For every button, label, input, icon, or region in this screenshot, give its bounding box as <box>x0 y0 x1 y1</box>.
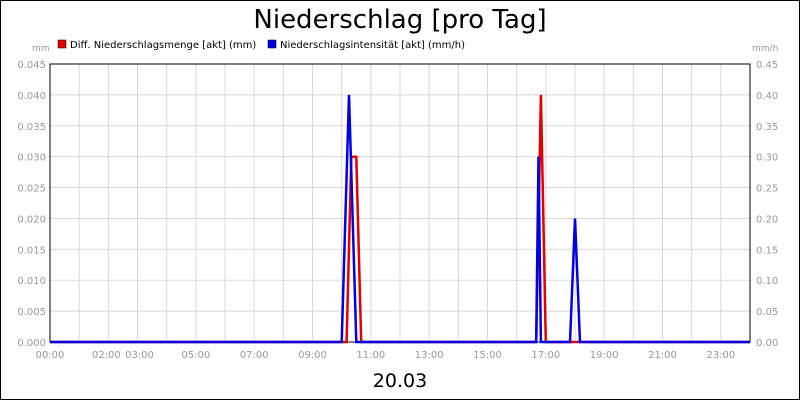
y-right-tick-label: 0.35 <box>756 122 778 133</box>
y-right-tick-label: 0.30 <box>756 153 778 164</box>
x-tick-label: 05:00 <box>181 350 210 361</box>
y-right-tick-label: 0.00 <box>756 338 778 349</box>
y-right-ticks: 0.00 0.05 0.10 0.15 0.20 0.25 0.30 0.35 0.40 0.45 <box>756 60 778 349</box>
x-tick-label: 00:00 <box>36 350 65 361</box>
y-right-tick-label: 0.05 <box>756 307 778 318</box>
x-tick-label: 02:00 <box>92 350 121 361</box>
y-right-tick-label: 0.25 <box>756 184 778 195</box>
y-right-tick-label: 0.20 <box>756 214 778 225</box>
x-tick-label: 15:00 <box>473 350 502 361</box>
y-right-tick-label: 0.45 <box>756 60 778 71</box>
y-left-tick-label: 0.005 <box>17 307 46 318</box>
legend-swatch-amount <box>57 39 67 49</box>
x-tick-label: 03:00 <box>125 350 154 361</box>
legend-label-amount: Diff. Niederschlagsmenge [akt] (mm) <box>70 40 256 51</box>
x-tick-label: 13:00 <box>415 350 444 361</box>
y-left-tick-label: 0.040 <box>17 91 46 102</box>
x-tick-label: 21:00 <box>648 350 677 361</box>
y-left-tick-label: 0.020 <box>17 214 46 225</box>
legend-label-intensity: Niederschlagsintensität [akt] (mm/h) <box>280 40 465 51</box>
y-right-tick-label: 0.15 <box>756 245 778 256</box>
y-left-tick-label: 0.030 <box>17 153 46 164</box>
legend-swatch-intensity <box>267 39 277 49</box>
y-right-tick-label: 0.10 <box>756 276 778 287</box>
y-right-tick-label: 0.40 <box>756 91 778 102</box>
y-left-tick-label: 0.015 <box>17 245 46 256</box>
series-layer <box>50 94 750 344</box>
y-left-ticks: 0.000 0.005 0.010 0.015 0.020 0.025 0.030 0.035… <box>17 60 46 349</box>
y-left-unit: mm <box>32 44 50 54</box>
y-left-tick-label: 0.010 <box>17 276 46 287</box>
y-left-tick-label: 0.035 <box>17 122 46 133</box>
y-left-tick-label: 0.000 <box>17 338 46 349</box>
y-right-unit: mm/h <box>752 44 778 54</box>
y-left-tick-label: 0.045 <box>17 60 46 71</box>
x-tick-label: 07:00 <box>240 350 269 361</box>
chart-title: Niederschlag [pro Tag] <box>253 5 546 35</box>
x-tick-label: 09:00 <box>298 350 327 361</box>
x-tick-label: 19:00 <box>590 350 619 361</box>
x-tick-label: 23:00 <box>706 350 735 361</box>
y-left-tick-label: 0.025 <box>17 184 46 195</box>
x-tick-label: 11:00 <box>356 350 385 361</box>
x-tick-label: 17:00 <box>531 350 560 361</box>
series-line-intensity <box>50 94 750 344</box>
grid-lines <box>50 64 750 342</box>
x-ticks: 00:00 02:00 03:00 05:00 07:00 09:00 11:00 13:00… <box>36 350 736 361</box>
x-axis-label: 20.03 <box>373 370 427 392</box>
